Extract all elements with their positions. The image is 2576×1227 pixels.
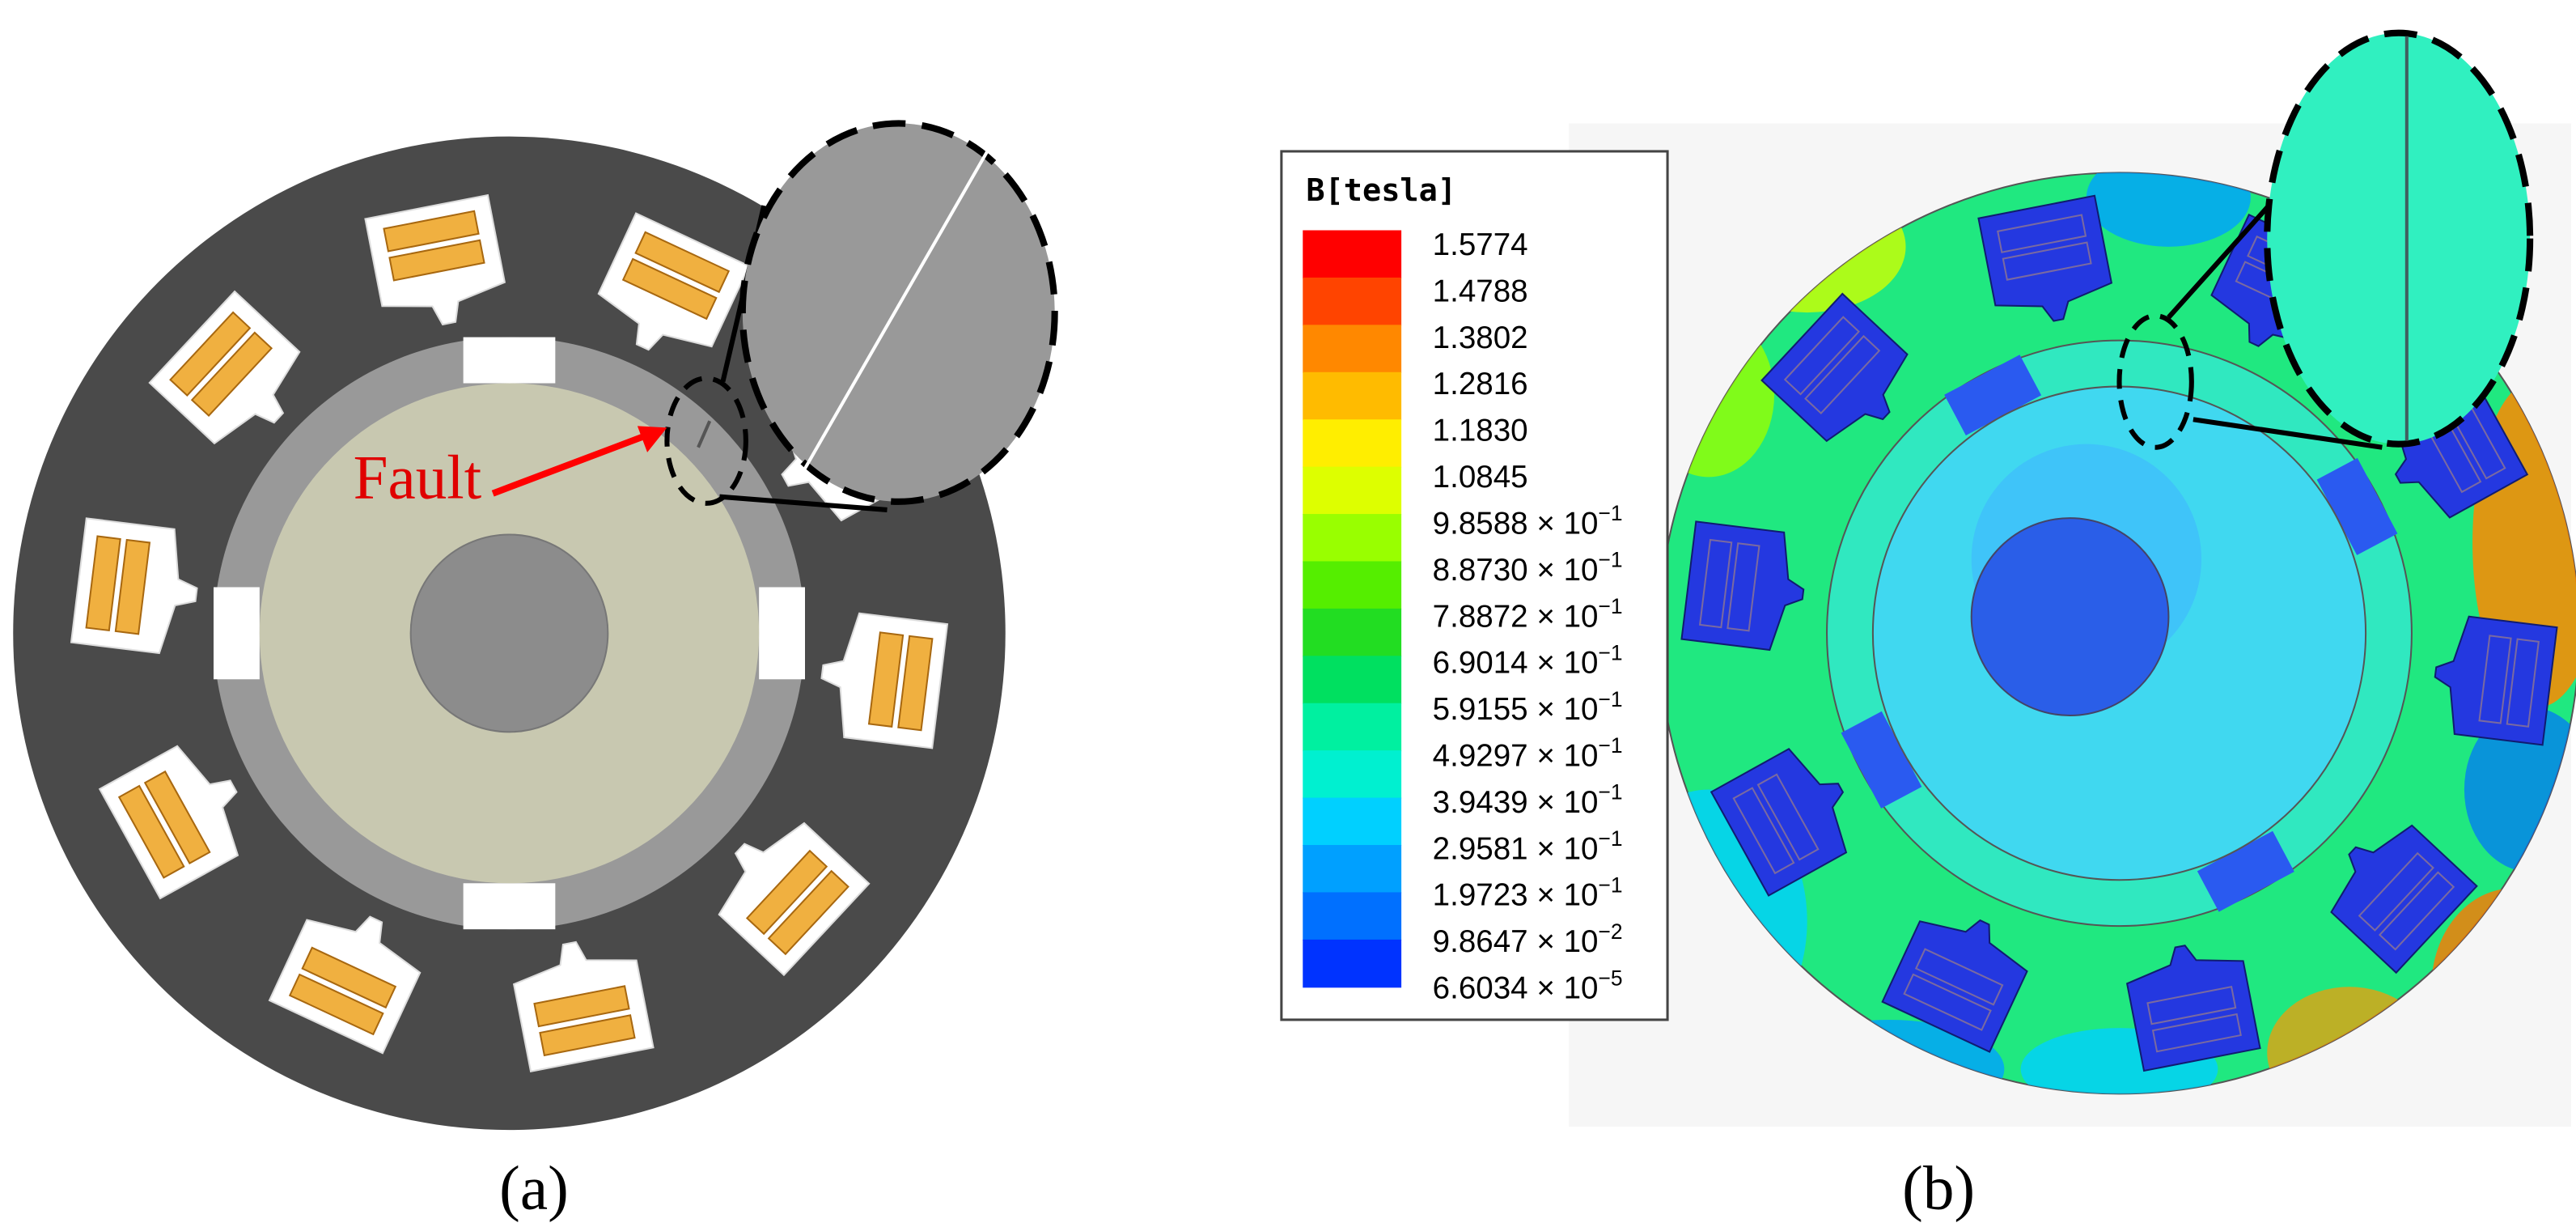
legend-label-mantissa: 7.8872 × 10 bbox=[1433, 599, 1599, 634]
legend-swatch bbox=[1303, 892, 1402, 940]
fault-arrow bbox=[491, 429, 655, 497]
legend-label-text: 1.3802 bbox=[1433, 321, 1528, 355]
legend-label: 1.9723 × 10−1 bbox=[1433, 872, 1623, 912]
legend-label-mantissa: 5.9155 × 10 bbox=[1433, 692, 1599, 727]
legend-label-mantissa: 8.8730 × 10 bbox=[1433, 553, 1599, 588]
field-patch bbox=[2086, 172, 2251, 247]
legend-label: 9.8588 × 10−1 bbox=[1433, 501, 1623, 541]
zoom-connector bbox=[719, 494, 888, 513]
legend-swatch bbox=[1303, 419, 1402, 468]
legend-label-mantissa: 3.9439 × 10 bbox=[1433, 785, 1599, 820]
legend-label-exponent: −1 bbox=[1598, 640, 1622, 664]
legend-label-exponent: −1 bbox=[1598, 826, 1622, 851]
fault-marker bbox=[664, 376, 748, 506]
fault-marker bbox=[2116, 313, 2194, 450]
legend-label-exponent: −1 bbox=[1598, 733, 1622, 758]
legend-swatch bbox=[1303, 230, 1402, 278]
zoom-view bbox=[2264, 29, 2534, 448]
legend-swatch bbox=[1303, 939, 1402, 988]
legend-label: 6.6034 × 10−5 bbox=[1433, 966, 1623, 1005]
legend-label: 1.5774 bbox=[1433, 227, 1528, 262]
legend-swatch bbox=[1303, 845, 1402, 894]
legend-swatch bbox=[1303, 277, 1402, 326]
legend-swatch bbox=[1303, 371, 1402, 421]
legend-label: 2.9581 × 10−1 bbox=[1433, 826, 1623, 866]
zoom-view bbox=[739, 120, 1058, 505]
legend-label: 1.4788 bbox=[1433, 274, 1528, 308]
fault-line bbox=[697, 420, 712, 448]
legend-swatch bbox=[1303, 797, 1402, 847]
legend-label-exponent: −2 bbox=[1598, 919, 1622, 944]
legend-label-text: 1.4788 bbox=[1433, 274, 1528, 308]
fault-label: Fault bbox=[354, 443, 482, 512]
legend-label-text: 1.0845 bbox=[1433, 460, 1528, 495]
zoom-fault-line bbox=[799, 138, 996, 478]
ring-gap bbox=[759, 587, 805, 680]
legend-label: 1.3802 bbox=[1433, 321, 1528, 355]
legend-swatch bbox=[1303, 656, 1402, 704]
shaft bbox=[409, 533, 609, 733]
legend-label-exponent: −1 bbox=[1598, 872, 1622, 897]
legend-title: B[tesla] bbox=[1306, 172, 1456, 209]
caption: (a) bbox=[499, 1153, 569, 1223]
legend-label-exponent: −1 bbox=[1598, 548, 1622, 572]
legend-label: 5.9155 × 10−1 bbox=[1433, 687, 1623, 727]
legend-label-mantissa: 6.6034 × 10 bbox=[1433, 971, 1599, 1006]
panel-b: B[tesla] 1.5774 1.4788 1.3802 1.2816 1.1830 1… bbox=[1280, 29, 2576, 1223]
zoom-connector bbox=[2167, 187, 2286, 320]
legend-label: 6.9014 × 10−1 bbox=[1433, 640, 1623, 680]
legend-label: 4.9297 × 10−1 bbox=[1433, 733, 1623, 773]
legend-label-exponent: −1 bbox=[1598, 594, 1622, 618]
legend-label-mantissa: 4.9297 × 10 bbox=[1433, 738, 1599, 773]
caption: (b) bbox=[1902, 1153, 1975, 1223]
legend-label-text: 1.2816 bbox=[1433, 367, 1528, 401]
legend-label-text: 1.1830 bbox=[1433, 414, 1528, 448]
legend: B[tesla] 1.5774 1.4788 1.3802 1.2816 1.1830 1… bbox=[1280, 150, 1669, 1021]
legend-label-exponent: −1 bbox=[1598, 687, 1622, 711]
legend-label-mantissa: 9.8647 × 10 bbox=[1433, 924, 1599, 959]
legend-label: 7.8872 × 10−1 bbox=[1433, 594, 1623, 634]
shaft bbox=[1970, 517, 2170, 717]
fault-arrowhead bbox=[637, 426, 667, 452]
legend-label-mantissa: 9.8588 × 10 bbox=[1433, 506, 1599, 541]
panel-a: Fault (a) bbox=[13, 120, 1058, 1223]
legend-label: 9.8647 × 10−2 bbox=[1433, 919, 1623, 959]
legend-label-exponent: −1 bbox=[1598, 780, 1622, 805]
legend-swatch bbox=[1303, 325, 1402, 373]
legend-label-mantissa: 2.9581 × 10 bbox=[1433, 831, 1599, 866]
legend-label-mantissa: 1.9723 × 10 bbox=[1433, 878, 1599, 913]
legend-label-exponent: −1 bbox=[1598, 501, 1622, 525]
legend-label-exponent: −5 bbox=[1598, 966, 1622, 990]
legend-label: 1.1830 bbox=[1433, 414, 1528, 448]
ring-gap bbox=[213, 587, 260, 680]
legend-label: 1.0845 bbox=[1433, 460, 1528, 495]
ring-gap bbox=[463, 883, 556, 930]
legend-swatch bbox=[1303, 514, 1402, 563]
legend-swatch bbox=[1303, 561, 1402, 609]
legend-swatch bbox=[1303, 750, 1402, 799]
legend-swatch bbox=[1303, 466, 1402, 516]
legend-swatch bbox=[1303, 703, 1402, 752]
legend-label: 3.9439 × 10−1 bbox=[1433, 780, 1623, 820]
legend-swatch bbox=[1303, 608, 1402, 657]
legend-label: 1.2816 bbox=[1433, 367, 1528, 401]
ring-gap bbox=[463, 337, 556, 384]
legend-label: 8.8730 × 10−1 bbox=[1433, 548, 1623, 588]
zoom-connector bbox=[2193, 417, 2383, 450]
legend-label-mantissa: 6.9014 × 10 bbox=[1433, 646, 1599, 681]
legend-label-text: 1.5774 bbox=[1433, 227, 1528, 262]
